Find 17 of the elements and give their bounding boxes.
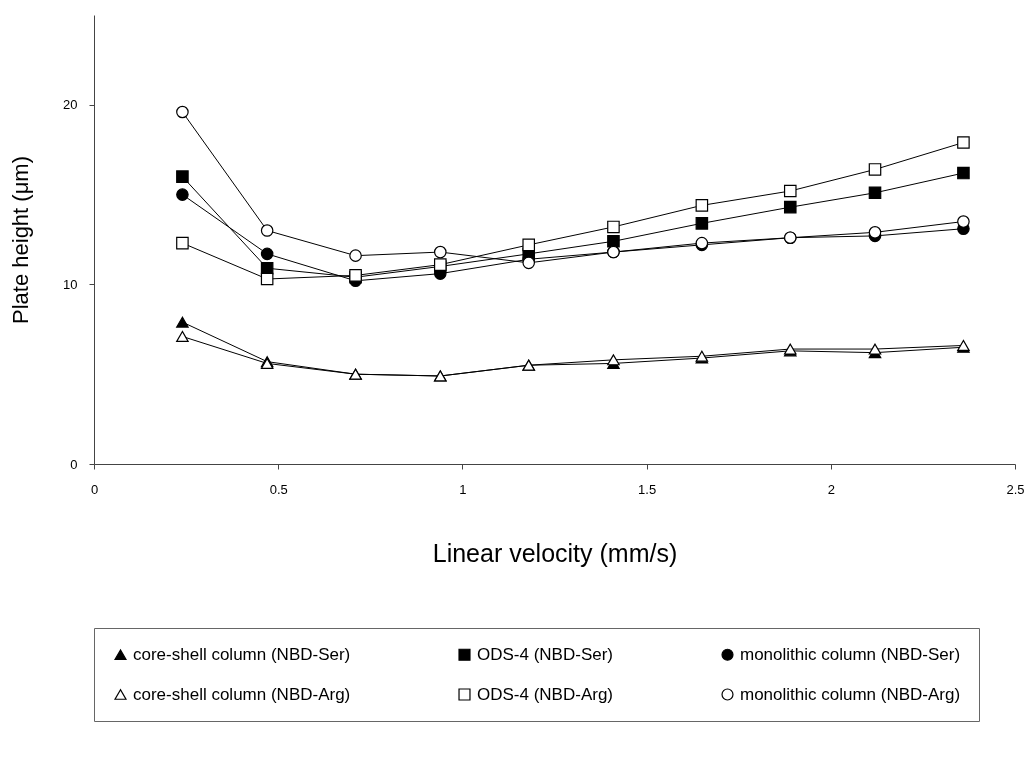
x-tick-label: 2.5 [1006,481,1025,497]
y-tick-label: 20 [63,97,78,113]
y-tick-label: 0 [70,456,78,472]
legend-label: monolithic column (NBD-Ser) [740,644,961,664]
legend-label: ODS-4 (NBD-Arg) [477,684,614,704]
y-axis-title: Plate height (μm) [8,156,34,324]
x-tick-label: 0 [90,481,99,497]
y-tick-label: 10 [63,276,78,292]
x-axis-title: Linear velocity (mm/s) [432,538,678,567]
legend-label: core-shell column (NBD-Arg) [133,684,351,704]
x-tick-label: 1.5 [638,481,657,497]
legend-label: monolithic column (NBD-Arg) [740,684,961,704]
x-tick-label: 2 [827,481,835,497]
legend-label: core-shell column (NBD-Ser) [133,644,351,664]
x-tick-label: 1 [459,481,467,497]
legend-label: ODS-4 (NBD-Ser) [477,644,614,664]
x-tick-label: 0.5 [269,481,288,497]
